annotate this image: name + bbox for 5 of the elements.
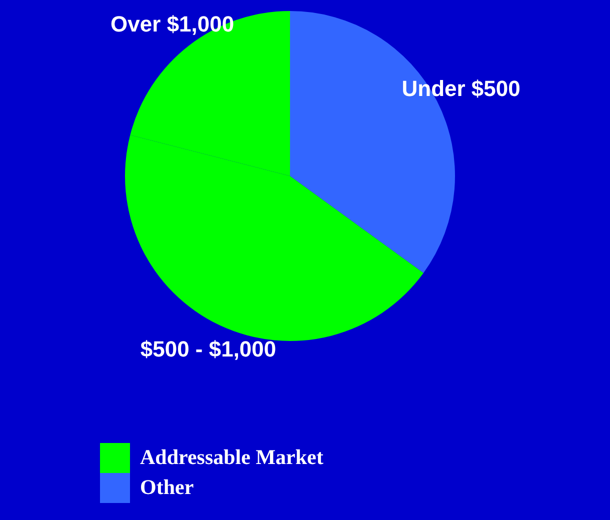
slice-label: $500 - $1,000 xyxy=(140,336,276,362)
text: Addressable Market xyxy=(140,445,324,469)
text: Other xyxy=(140,475,194,499)
slice-label: Over $1,000 xyxy=(110,11,234,36)
slice-label: Under $500 xyxy=(402,76,520,101)
